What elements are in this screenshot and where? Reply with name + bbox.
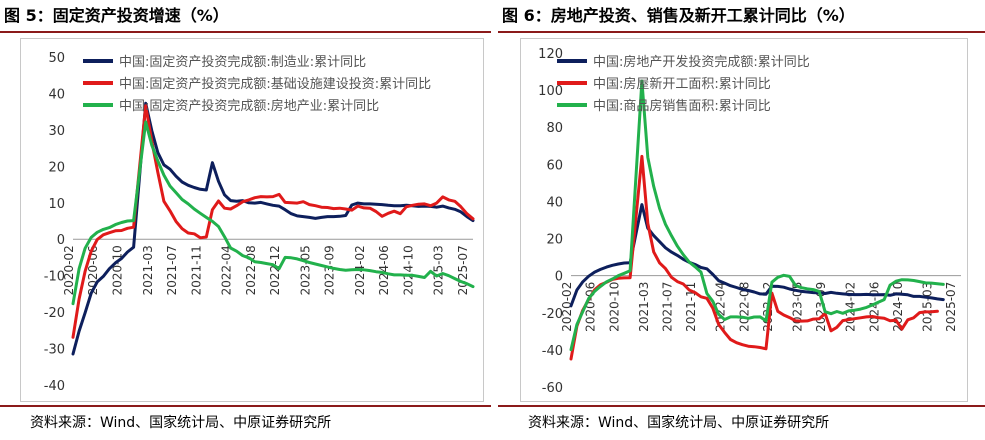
x-tick-label: 2025-07 bbox=[944, 282, 958, 332]
x-tick-label: 2024-10 bbox=[401, 245, 415, 295]
chart-title: 图 6：房地产投资、销售及新开工累计同比（%） bbox=[502, 6, 855, 25]
x-tick-label: 2021-11 bbox=[684, 282, 698, 332]
x-tick-label: 2022-08 bbox=[244, 245, 258, 295]
chart-frame: -40 -30 -20 -10 0 10 20 30 40 50 2020-02 2020-06 202… bbox=[20, 38, 484, 402]
legend-label-1: 中国:房地产开发投资完成额:累计同比 bbox=[593, 54, 810, 70]
x-tick-label: 2020-02 bbox=[62, 245, 76, 295]
y-tick-label: 20 bbox=[48, 160, 65, 175]
panel-fixed-asset-investment: 图 5：固定资产投资增速（%） -40 -30 -20 -10 0 10 20 30 40 50 2… bbox=[0, 0, 492, 440]
legend-label-3: 中国:固定资产投资完成额:房地产业:累计同比 bbox=[119, 98, 379, 114]
x-tick-label: 2023-09 bbox=[323, 245, 337, 295]
y-tick-label: 60 bbox=[546, 158, 563, 173]
source-note: 资料来源：Wind、国家统计局、中原证券研究所 bbox=[528, 415, 830, 431]
x-tick-label: 2021-11 bbox=[189, 245, 203, 295]
x-tick-label: 2024-02 bbox=[844, 282, 858, 332]
y-tick-label: -10 bbox=[44, 270, 65, 285]
y-tick-label: 80 bbox=[546, 121, 563, 136]
series-line-2 bbox=[569, 154, 939, 361]
x-tick-label: 2022-12 bbox=[268, 245, 282, 295]
panel-divider bbox=[491, 0, 496, 440]
series-line-3 bbox=[71, 120, 475, 306]
legend-label-2: 中国:固定资产投资完成额:基础设施建设投资:累计同比 bbox=[119, 76, 431, 92]
source-note: 资料来源：Wind、国家统计局、中原证券研究所 bbox=[30, 415, 332, 431]
y-tick-label: -20 bbox=[542, 307, 563, 322]
y-tick-label: 10 bbox=[48, 197, 65, 212]
y-tick-label: 30 bbox=[48, 124, 65, 139]
source-rule bbox=[0, 405, 492, 407]
legend-label-2: 中国:房屋新开工面积:累计同比 bbox=[593, 76, 771, 92]
y-tick-label: 0 bbox=[57, 233, 65, 248]
x-tick-label: 2025-07 bbox=[456, 245, 470, 295]
x-tick-label: 2022-04 bbox=[220, 245, 234, 295]
y-tick-label: 40 bbox=[48, 87, 65, 102]
source-rule bbox=[498, 405, 985, 407]
panel-real-estate: 图 6：房地产投资、销售及新开工累计同比（%） -60 -40 -20 0 20 40 60… bbox=[498, 0, 985, 440]
chart-title: 图 5：固定资产投资增速（%） bbox=[4, 6, 229, 25]
x-tick-label: 2021-07 bbox=[165, 245, 179, 295]
x-tick-label: 2025-03 bbox=[432, 245, 446, 295]
x-tick-label: 2024-06 bbox=[377, 245, 391, 295]
x-tick-label: 2025-03 bbox=[920, 282, 934, 332]
y-tick-label: -40 bbox=[542, 344, 563, 359]
title-rule bbox=[0, 31, 492, 33]
x-tick-label: 2023-05 bbox=[298, 245, 312, 295]
x-tick-label: 2021-07 bbox=[660, 282, 674, 332]
title-rule bbox=[498, 31, 985, 33]
y-tick-label: -40 bbox=[44, 379, 65, 394]
legend-label-1: 中国:固定资产投资完成额:制造业:累计同比 bbox=[119, 54, 366, 70]
legend-label-3: 中国:商品房销售面积:累计同比 bbox=[593, 98, 771, 114]
y-tick-label: -30 bbox=[44, 343, 65, 358]
y-tick-label: 40 bbox=[546, 195, 563, 210]
series-line-3 bbox=[569, 79, 945, 352]
x-tick-label: 2020-10 bbox=[607, 282, 621, 332]
y-tick-label: 0 bbox=[555, 270, 563, 285]
y-tick-label: 100 bbox=[538, 84, 563, 99]
y-tick-label: 50 bbox=[48, 51, 65, 66]
y-tick-label: 120 bbox=[538, 47, 563, 62]
y-tick-label: -60 bbox=[542, 381, 563, 396]
chart-frame: -60 -40 -20 0 20 40 60 80 100 120 2020-02 2020-06 20… bbox=[520, 38, 968, 402]
x-tick-label: 2020-02 bbox=[560, 282, 574, 332]
y-tick-label: -20 bbox=[44, 306, 65, 321]
x-tick-label: 2021-03 bbox=[637, 282, 651, 332]
x-tick-label: 2021-03 bbox=[141, 245, 155, 295]
x-tick-label: 2020-10 bbox=[110, 245, 124, 295]
y-tick-label: 20 bbox=[546, 233, 563, 248]
